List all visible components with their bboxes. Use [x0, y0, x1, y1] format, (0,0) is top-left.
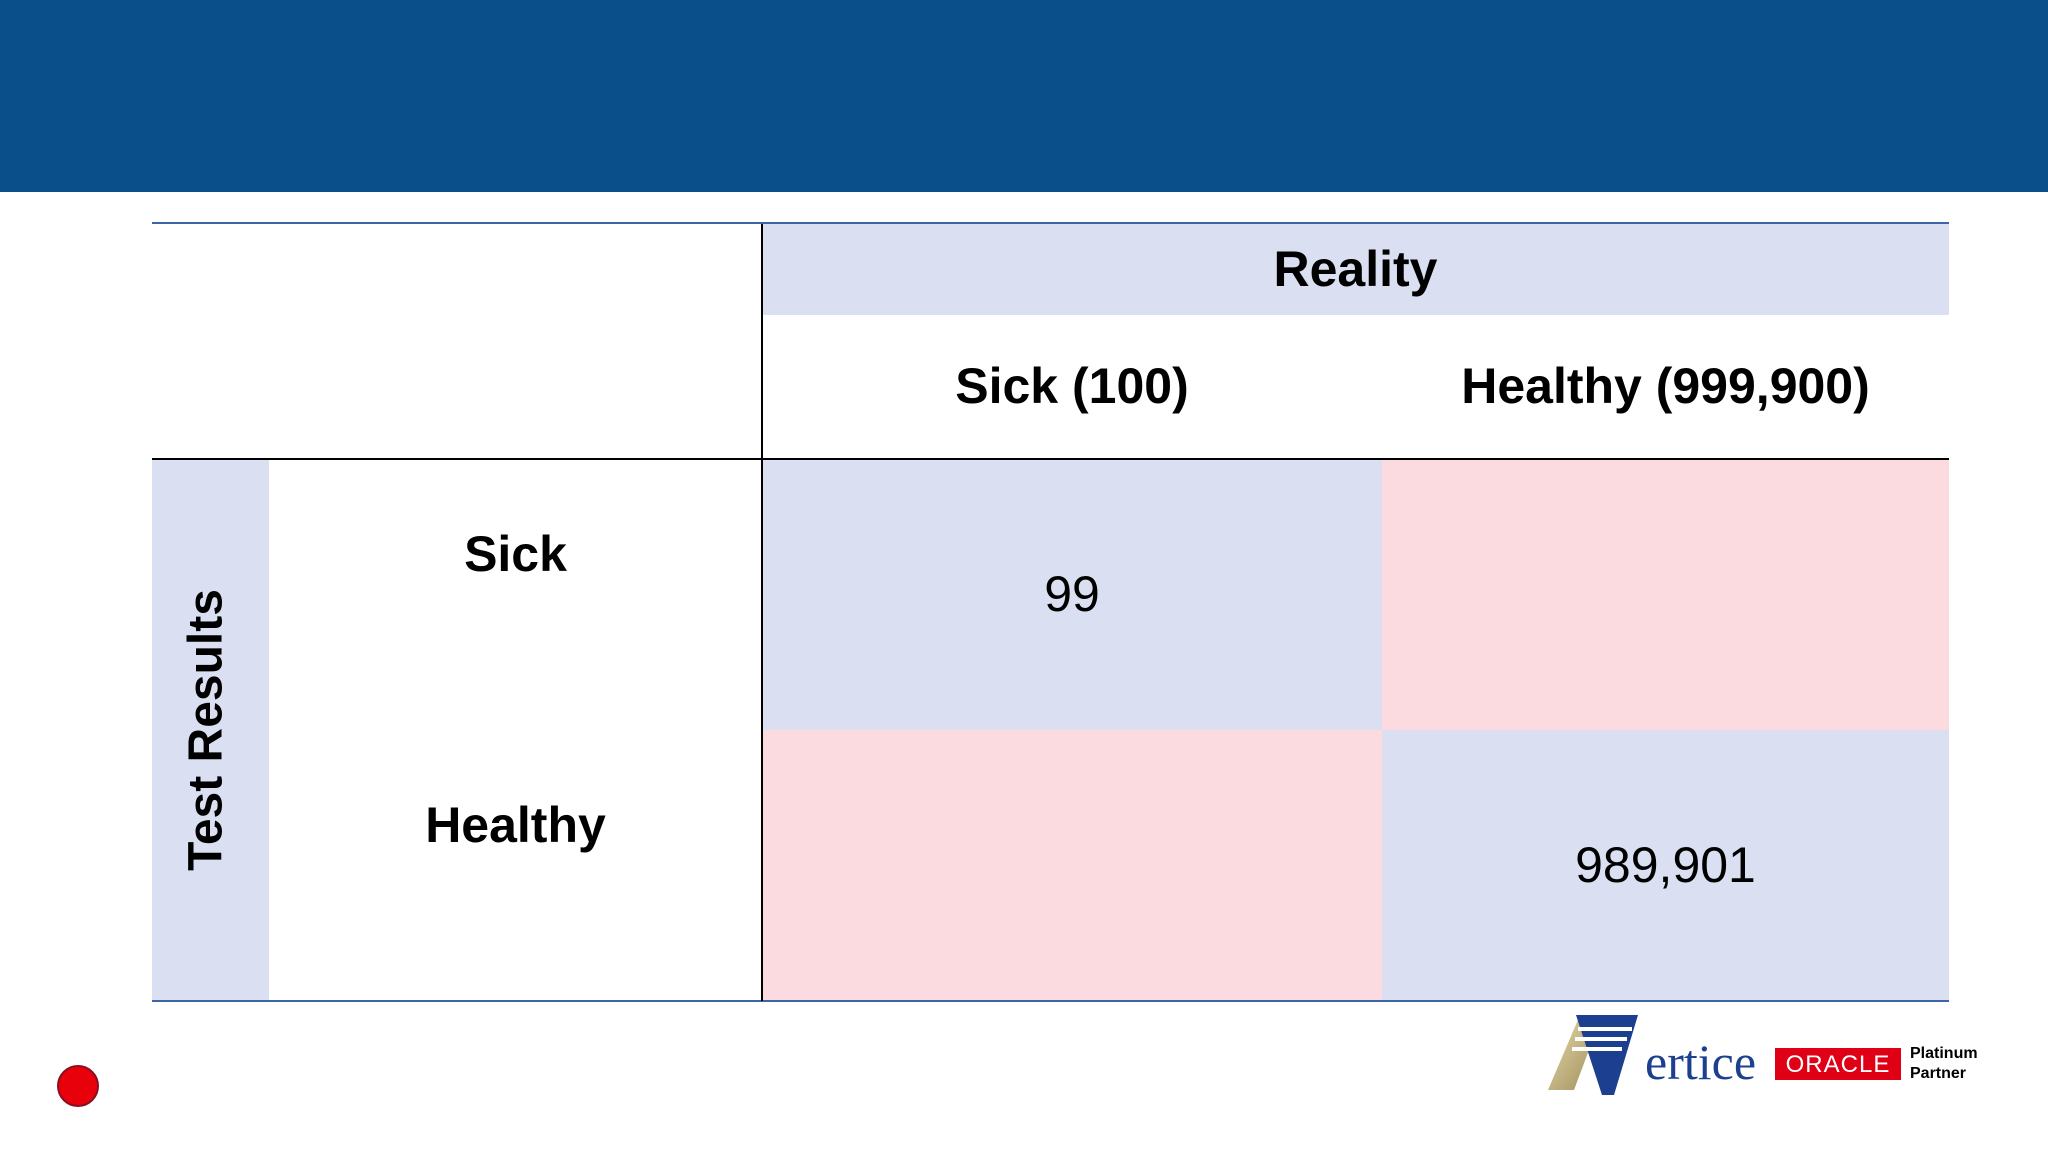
- cell-false-positive: [1382, 459, 1949, 730]
- row-group-band: [152, 459, 269, 1001]
- oracle-badge-text: ORACLE: [1785, 1051, 1891, 1078]
- row-group-label: Test Results: [179, 589, 233, 871]
- reality-header: Reality: [1273, 241, 1438, 297]
- col-header-healthy: Healthy (999,900): [1461, 358, 1870, 414]
- column-divider-rule: [761, 224, 763, 1001]
- row-label-sick-cell: Sick: [269, 459, 762, 730]
- vertice-mark-icon: [1548, 1015, 1638, 1095]
- col-header-sick-cell: Sick (100): [762, 315, 1382, 459]
- cell-true-negative-value: 989,901: [1575, 837, 1756, 893]
- col-header-sick: Sick (100): [955, 358, 1189, 414]
- recording-indicator-icon: [57, 1065, 99, 1107]
- row-label-healthy: Healthy: [425, 797, 606, 853]
- table-top-rule: [152, 222, 1949, 224]
- title-banner: [0, 0, 2048, 192]
- partner-level-line2: Partner: [1910, 1065, 1967, 1082]
- reality-header-cell: Reality: [762, 224, 1949, 315]
- vertice-oracle-logo: ertice ORACLE Platinum Partner: [1540, 1005, 1990, 1105]
- partner-level-line1: Platinum: [1910, 1045, 1978, 1062]
- vertice-brand-text: ertice: [1645, 1034, 1757, 1090]
- cell-true-positive: 99: [762, 459, 1382, 730]
- cell-false-negative: [762, 730, 1382, 1001]
- table-bottom-rule: [152, 1000, 1949, 1002]
- header-bottom-rule: [152, 458, 1949, 460]
- row-label-healthy-cell: Healthy: [269, 730, 762, 1001]
- cell-true-positive-value: 99: [1044, 566, 1100, 622]
- row-label-sick: Sick: [464, 526, 567, 582]
- cell-true-negative: 989,901: [1382, 730, 1949, 1001]
- oracle-badge: ORACLE: [1775, 1048, 1901, 1080]
- col-header-healthy-cell: Healthy (999,900): [1382, 315, 1949, 459]
